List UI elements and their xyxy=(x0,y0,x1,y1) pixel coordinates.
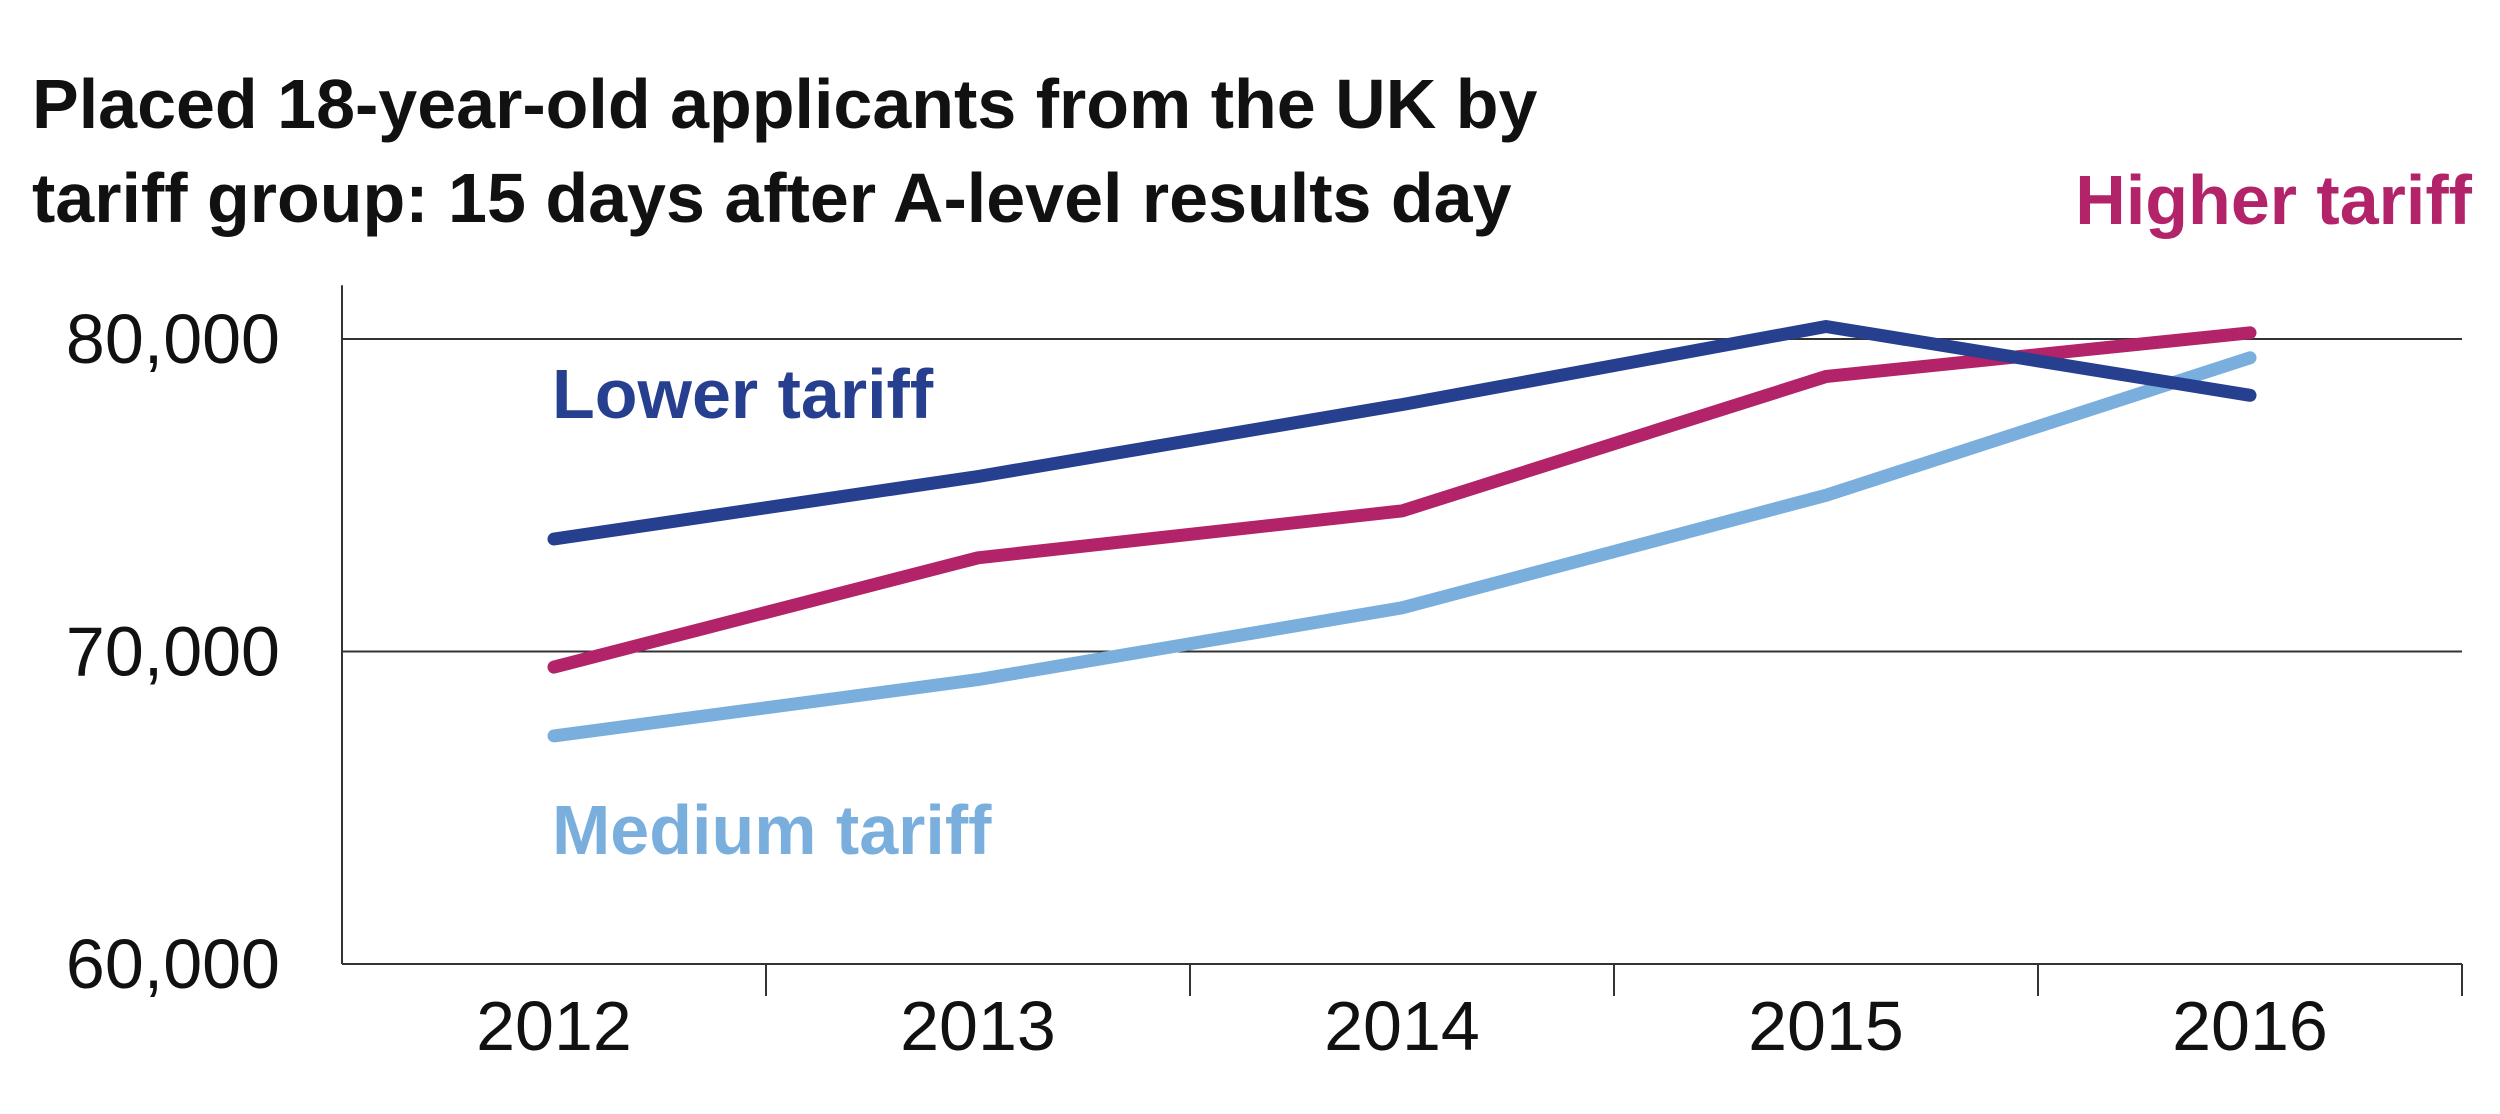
series-lines xyxy=(547,320,2257,743)
y-tick-label: 60,000 xyxy=(66,925,280,1003)
chart-title-line-1: Placed 18-year-old applicants from the U… xyxy=(32,65,1537,143)
axes: 60,000 70,000 80,000 2012 2013 2014 2015 2016 xyxy=(66,285,2463,1065)
series-line-medium-tariff xyxy=(547,351,2257,743)
y-tick-label: 80,000 xyxy=(66,300,280,378)
y-tick-label: 70,000 xyxy=(66,613,280,691)
gridlines xyxy=(342,338,2462,653)
series-line-lower-tariff xyxy=(547,320,2257,546)
x-tick-label: 2014 xyxy=(1324,987,1480,1065)
legend-label-medium-tariff: Medium tariff xyxy=(552,791,992,869)
x-tick-label: 2016 xyxy=(2172,987,2328,1065)
legend-label-lower-tariff: Lower tariff xyxy=(552,355,934,433)
chart-title-line-2: tariff group: 15 days after A-level resu… xyxy=(32,159,1512,237)
series-labels: Lower tariff Higher tariff Medium tariff xyxy=(552,161,2473,869)
x-tick-label: 2013 xyxy=(900,987,1056,1065)
x-tick-label: 2012 xyxy=(476,987,632,1065)
series-line-higher-tariff xyxy=(547,326,2257,674)
x-tick-label: 2015 xyxy=(1748,987,1904,1065)
legend-label-higher-tariff: Higher tariff xyxy=(2075,161,2472,239)
